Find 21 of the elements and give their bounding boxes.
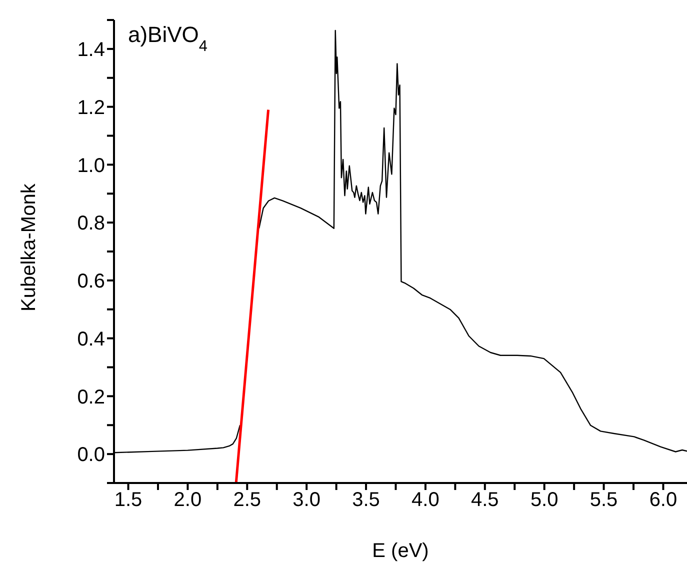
x-tick-label: 2.0 bbox=[174, 489, 202, 512]
y-tick-label: 1.0 bbox=[77, 154, 105, 177]
x-tick-label: 5.0 bbox=[530, 489, 558, 512]
x-tick-label: 6.0 bbox=[649, 489, 678, 512]
y-tick-label: 0.8 bbox=[77, 212, 105, 235]
x-tick-label: 4.0 bbox=[412, 489, 440, 512]
y-tick-label: 0.0 bbox=[77, 444, 105, 466]
x-tick-label: 4.5 bbox=[471, 489, 499, 512]
x-tick-label: 3.5 bbox=[352, 489, 380, 512]
x-tick-label: 1.5 bbox=[114, 489, 142, 512]
x-tick-label: 5.5 bbox=[590, 489, 618, 512]
y-tick-label: 0.6 bbox=[77, 270, 105, 293]
y-tick-label: 1.4 bbox=[77, 39, 105, 62]
chart-title: a)BiVO$_{4}$ bbox=[128, 22, 208, 54]
y-tick-label: 1.2 bbox=[77, 96, 105, 119]
y-tick-label: 0.4 bbox=[77, 328, 105, 350]
x-tick-label: 2.5 bbox=[233, 489, 262, 512]
x-axis-title: E (eV) bbox=[372, 540, 429, 562]
y-tick-label: 0.2 bbox=[77, 386, 105, 408]
x-tick-label: 3.0 bbox=[292, 489, 320, 512]
y-axis-title: Kubelka-Monk bbox=[18, 182, 40, 312]
